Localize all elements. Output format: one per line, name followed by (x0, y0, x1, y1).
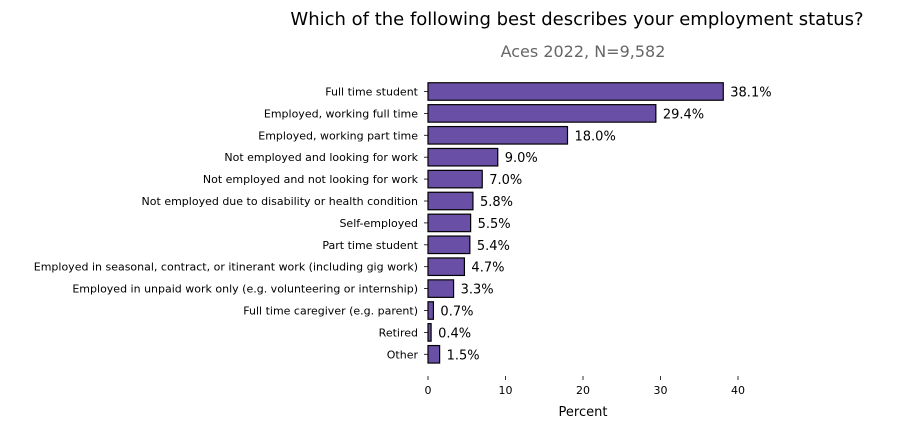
category-label: Employed in seasonal, contract, or itine… (34, 261, 418, 274)
bar (427, 344, 441, 364)
chart-title: Which of the following best describes yo… (290, 9, 863, 30)
value-label: 5.8% (480, 195, 513, 210)
category-label: Part time student (322, 239, 418, 252)
value-label: 38.1% (730, 86, 771, 101)
category-label: Employed, working part time (258, 129, 418, 142)
category-label: Not employed and looking for work (224, 151, 418, 164)
value-label: 5.5% (478, 217, 511, 232)
value-label: 1.5% (447, 348, 480, 363)
bar (427, 323, 432, 342)
category-labels: Full time student Employed, working full … (34, 86, 428, 361)
value-label: 0.4% (438, 326, 471, 341)
bar (427, 191, 474, 211)
bar (427, 104, 657, 123)
value-label: 5.4% (477, 239, 510, 254)
x-tick-label: 30 (654, 384, 668, 397)
x-tick-label: 0 (425, 384, 432, 397)
category-label: Self-employed (339, 217, 418, 230)
chart-subtitle: Aces 2022, N=9,582 (501, 42, 666, 61)
value-label: 29.4% (663, 107, 704, 122)
value-label: 7.0% (489, 173, 522, 188)
value-label: 3.3% (461, 283, 494, 298)
bar (427, 169, 483, 189)
x-tick-label: 10 (499, 384, 513, 397)
category-label: Retired (379, 326, 418, 339)
x-axis: 0 10 20 30 40 (425, 376, 745, 397)
category-label: Full time student (325, 86, 418, 99)
x-tick-label: 20 (576, 384, 590, 397)
value-label: 4.7% (471, 261, 504, 276)
category-label: Employed in unpaid work only (e.g. volun… (72, 283, 418, 296)
bars-group (427, 82, 724, 364)
value-label: 9.0% (505, 151, 538, 166)
category-label: Full time caregiver (e.g. parent) (243, 305, 418, 318)
bar (427, 147, 499, 167)
bar (427, 257, 466, 277)
category-label: Employed, working full time (264, 107, 418, 120)
bar (427, 235, 471, 255)
category-label: Not employed due to disability or health… (142, 195, 418, 208)
bar (427, 213, 472, 233)
value-label: 0.7% (440, 305, 473, 320)
value-labels: 38.1% 29.4% 18.0% 9.0% 7.0% 5.8% 5.5% 5.4% 4.7% 3… (438, 86, 771, 364)
bar (427, 301, 435, 320)
bar (427, 82, 724, 101)
category-label: Not employed and not looking for work (203, 173, 419, 186)
category-label: Other (387, 348, 419, 361)
bar (427, 279, 455, 298)
bar (427, 125, 569, 145)
value-label: 18.0% (575, 129, 616, 144)
x-tick-label: 40 (731, 384, 745, 397)
x-axis-label: Percent (559, 405, 608, 420)
